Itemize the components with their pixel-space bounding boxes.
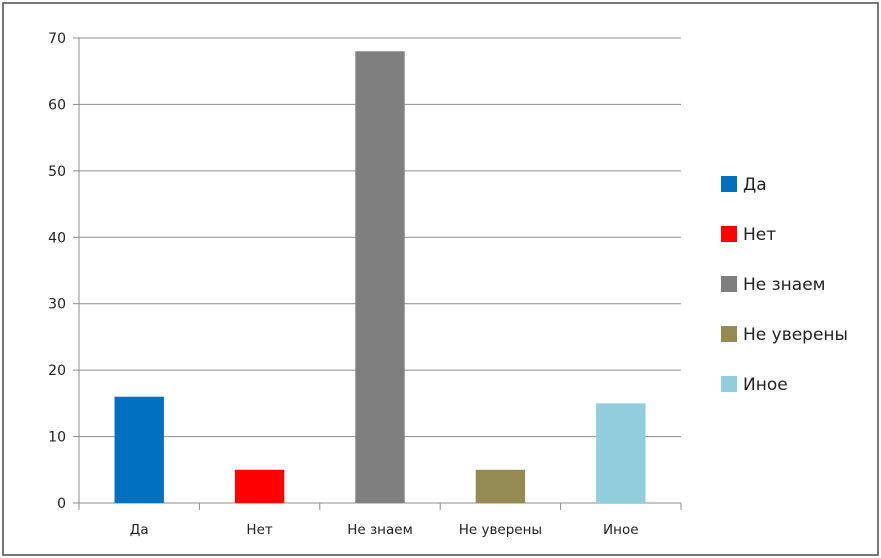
bar-3 [355,51,405,504]
x-category-label: Не знаем [347,522,413,538]
legend-swatch [721,276,737,292]
legend-swatch [721,226,737,242]
legend-label: Иное [743,375,788,395]
legend-label: Нет [743,225,776,245]
legend-item: Не уверены [721,325,848,345]
legend-label: Не знаем [743,275,826,295]
x-category-label: Иное [603,522,639,538]
y-tick-label: 20 [48,363,66,379]
legend-label: Не уверены [743,325,848,345]
axis-labels: 0 10 20 30 40 50 60 70 Да Нет Не знаем Не уверены Ин… [48,31,638,538]
bars [114,51,646,504]
legend-item: Нет [721,225,776,245]
legend-item: Не знаем [721,275,826,295]
legend: Да Нет Не знаем Не уверены Иное [721,175,848,395]
bar-5 [596,403,646,503]
legend-swatch [721,326,737,342]
legend-label: Да [743,175,767,195]
legend-swatch [721,176,737,192]
y-tick-label: 10 [48,430,66,446]
y-tick-label: 40 [48,230,66,246]
legend-item: Иное [721,375,788,395]
y-tick-label: 0 [57,496,66,512]
x-category-label: Не уверены [459,522,542,538]
bar-2 [234,469,285,503]
bar-4 [475,469,526,503]
x-category-label: Да [130,522,149,538]
y-tick-label: 60 [48,97,66,113]
y-tick-label: 70 [48,31,66,47]
bar-1 [114,396,164,503]
x-category-label: Нет [246,522,272,538]
legend-item: Да [721,175,767,195]
y-tick-label: 50 [48,164,66,180]
legend-swatch [721,376,737,392]
y-tick-label: 30 [48,297,66,313]
